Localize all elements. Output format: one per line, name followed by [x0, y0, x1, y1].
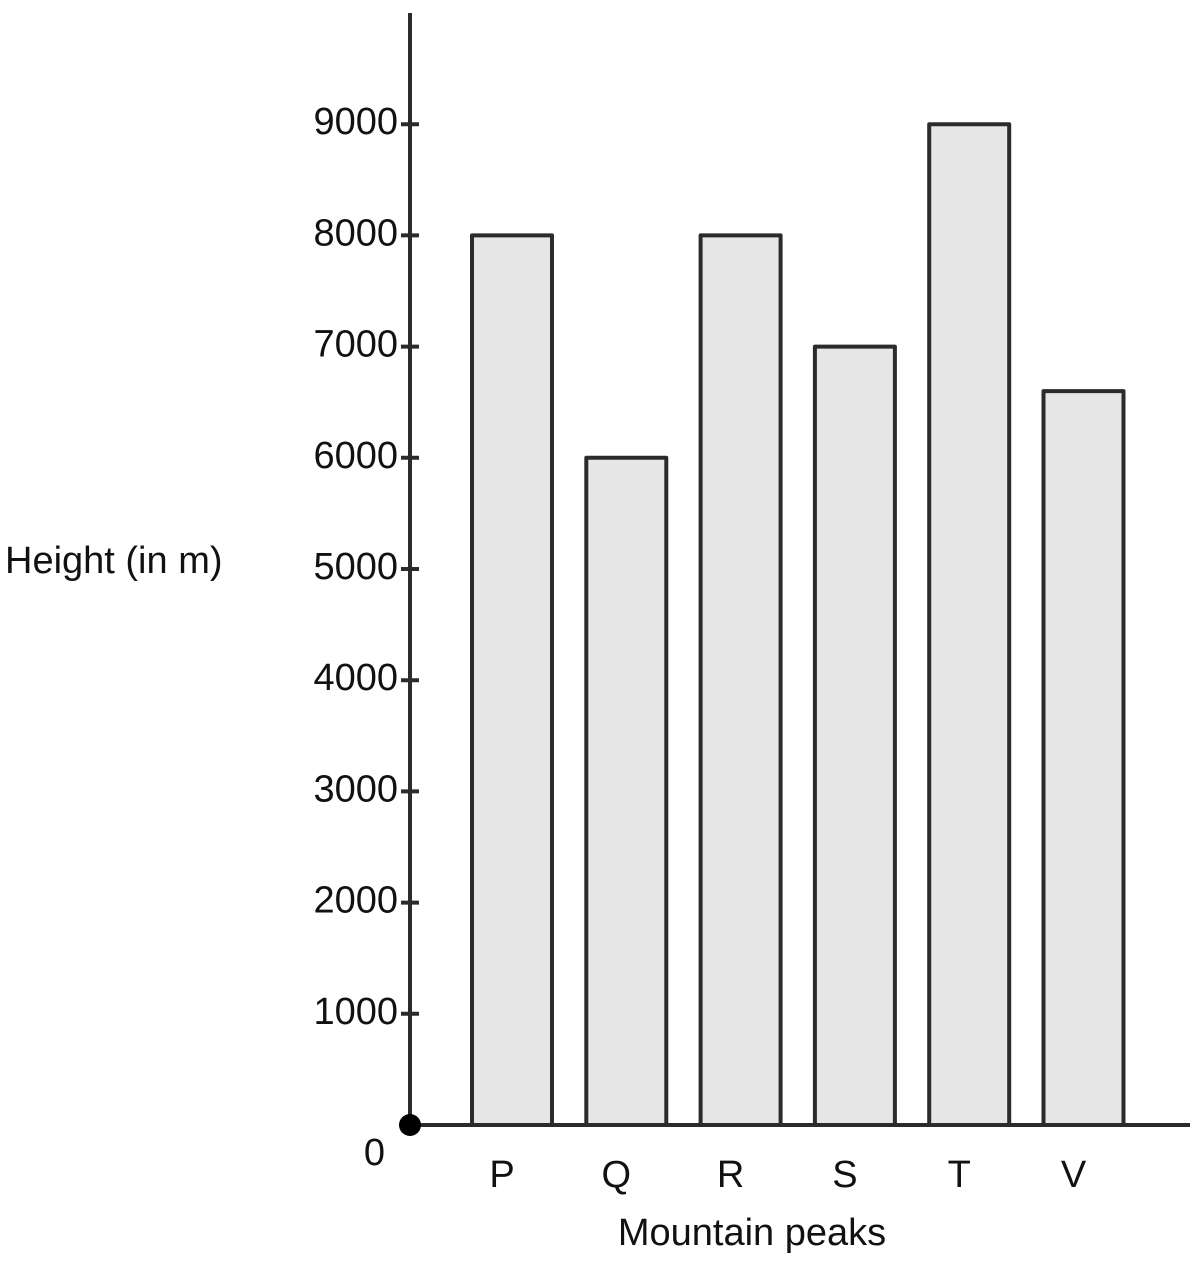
bar: [584, 455, 669, 1127]
x-tick-label: R: [717, 1154, 744, 1196]
bar: [927, 122, 1012, 1127]
y-tick-label: 4000: [313, 657, 398, 699]
y-tick-label: 5000: [313, 546, 398, 588]
x-tick-label: P: [489, 1154, 514, 1196]
origin-dot: [399, 1114, 421, 1136]
y-tick-label: 2000: [313, 880, 398, 922]
x-axis-label: Mountain peaks: [618, 1212, 886, 1254]
y-tick-label: 0: [364, 1132, 385, 1174]
bar: [470, 233, 554, 1127]
y-tick-label: 8000: [313, 212, 398, 254]
bar: [812, 344, 897, 1128]
x-tick-label: S: [832, 1154, 857, 1196]
y-tick-label: 6000: [313, 435, 398, 477]
x-tick-label: T: [948, 1154, 971, 1196]
x-tick-label: V: [1061, 1154, 1087, 1196]
y-axis-label: Height (in m): [5, 540, 223, 582]
y-tick-label: 7000: [313, 324, 398, 366]
x-tick-label: Q: [602, 1154, 632, 1196]
y-tick-label: 9000: [313, 101, 398, 143]
bar: [698, 233, 783, 1127]
y-tick-label: 1000: [313, 991, 398, 1033]
y-tick-label: 3000: [313, 768, 398, 810]
bar: [1041, 389, 1126, 1127]
